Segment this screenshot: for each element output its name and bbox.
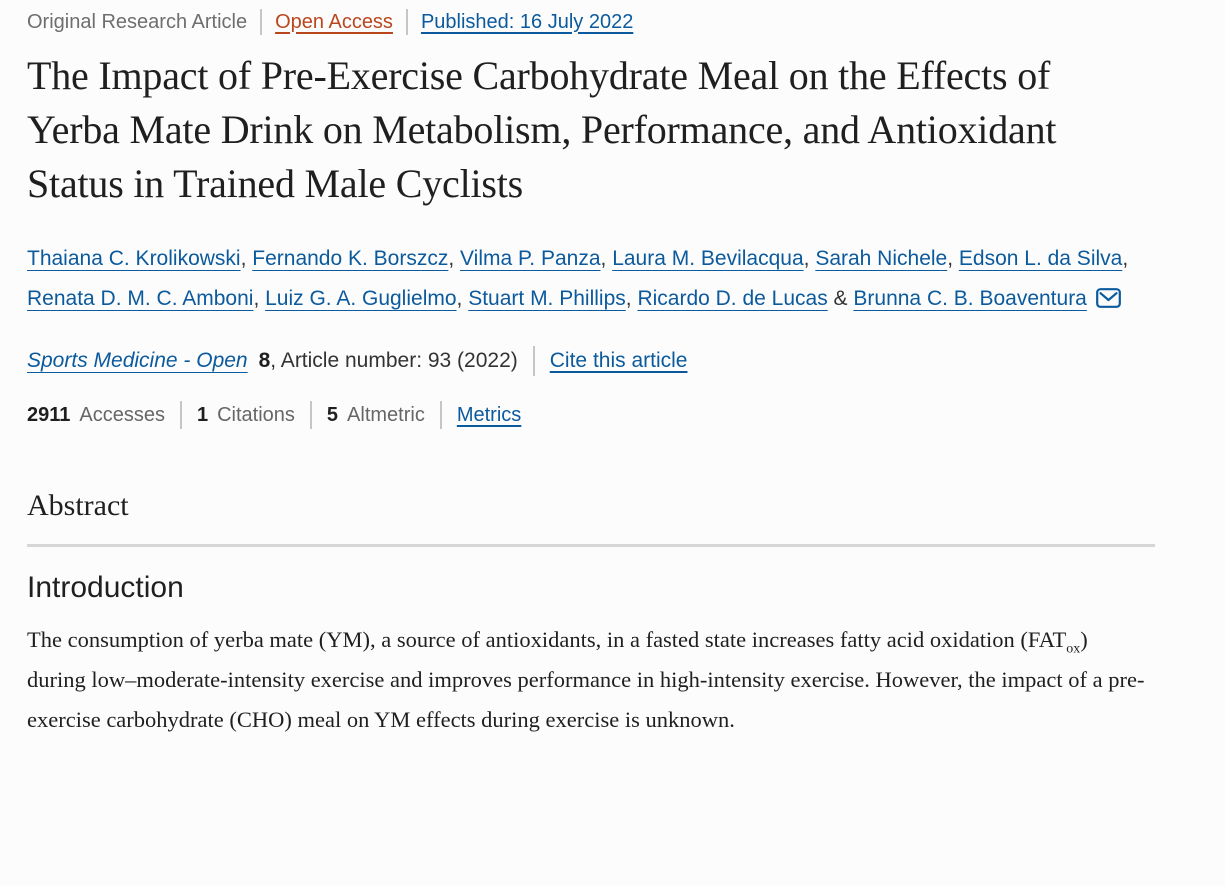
separator-bar xyxy=(309,401,312,429)
introduction-paragraph: The consumption of yerba mate (YM), a so… xyxy=(27,620,1152,740)
author-separator: , xyxy=(253,287,266,310)
separator-bar xyxy=(260,9,263,35)
introduction-heading: Introduction xyxy=(27,571,184,604)
author-link[interactable]: Stuart M. Phillips xyxy=(468,287,626,310)
journal-link[interactable]: Sports Medicine - Open xyxy=(27,349,248,372)
journal-volume: 8 xyxy=(258,349,271,372)
metrics-bar: 2911 Accesses 1 Citations 5 Altmetric Me… xyxy=(27,401,1160,429)
author-separator: , xyxy=(240,247,253,270)
author-link[interactable]: Luiz G. A. Guglielmo xyxy=(265,287,457,310)
accesses-label: Accesses xyxy=(79,403,165,426)
altmetric-value: 5 xyxy=(326,403,339,426)
author-link[interactable]: Brunna C. B. Boaventura xyxy=(853,287,1087,310)
author-link[interactable]: Renata D. M. C. Amboni xyxy=(27,287,254,310)
journal-line: Sports Medicine - Open 8 , Article numbe… xyxy=(27,345,1160,377)
metrics-link[interactable]: Metrics xyxy=(456,403,522,426)
article-page: Original Research Article Open Access Pu… xyxy=(27,8,1160,740)
envelope-icon[interactable] xyxy=(1095,282,1121,322)
open-access-link[interactable]: Open Access xyxy=(275,10,393,33)
author-link[interactable]: Thaiana C. Krolikowski xyxy=(27,247,241,270)
author-separator: , xyxy=(600,247,613,270)
author-separator: , xyxy=(448,247,461,270)
author-link[interactable]: Laura M. Bevilacqua xyxy=(612,247,804,270)
fatox-subscript: ox xyxy=(1066,641,1081,657)
intro-text-after-sub: ) during low–moderate-intensity exercise… xyxy=(27,627,1145,732)
separator-bar xyxy=(179,401,182,429)
published-date-link[interactable]: Published: 16 July 2022 xyxy=(420,10,634,33)
article-number: , Article number: 93 (2022) xyxy=(270,349,518,372)
article-meta-bar: Original Research Article Open Access Pu… xyxy=(27,8,1160,36)
author-separator: , xyxy=(456,287,469,310)
citations-value: 1 xyxy=(196,403,209,426)
cite-this-article-link[interactable]: Cite this article xyxy=(549,349,688,372)
author-names: Thaiana C. Krolikowski, Fernando K. Bors… xyxy=(27,247,1128,310)
abstract-heading: Abstract xyxy=(27,489,129,522)
citations-label: Citations xyxy=(217,403,295,426)
article-title: The Impact of Pre-Exercise Carbohydrate … xyxy=(27,53,1057,206)
author-link[interactable]: Vilma P. Panza xyxy=(460,247,601,270)
author-separator: , xyxy=(947,247,959,270)
intro-text-before-sub: The consumption of yerba mate (YM), a so… xyxy=(27,627,1067,652)
section-divider xyxy=(27,544,1155,547)
accesses-value: 2911 xyxy=(27,403,71,426)
author-link[interactable]: Ricardo D. de Lucas xyxy=(637,287,828,310)
separator-bar xyxy=(439,401,442,429)
author-link[interactable]: Sarah Nichele xyxy=(815,247,948,270)
author-list: Thaiana C. Krolikowski, Fernando K. Bors… xyxy=(27,239,1155,322)
author-separator: , xyxy=(1122,247,1129,270)
article-type-label: Original Research Article xyxy=(27,10,248,33)
author-separator: , xyxy=(625,287,638,310)
separator-bar xyxy=(405,9,408,35)
separator-bar xyxy=(532,346,535,376)
author-separator: , xyxy=(803,247,816,270)
altmetric-label: Altmetric xyxy=(347,403,425,426)
author-link[interactable]: Fernando K. Borszcz xyxy=(252,247,449,270)
author-link[interactable]: Edson L. da Silva xyxy=(958,247,1123,270)
author-separator: & xyxy=(827,287,854,310)
